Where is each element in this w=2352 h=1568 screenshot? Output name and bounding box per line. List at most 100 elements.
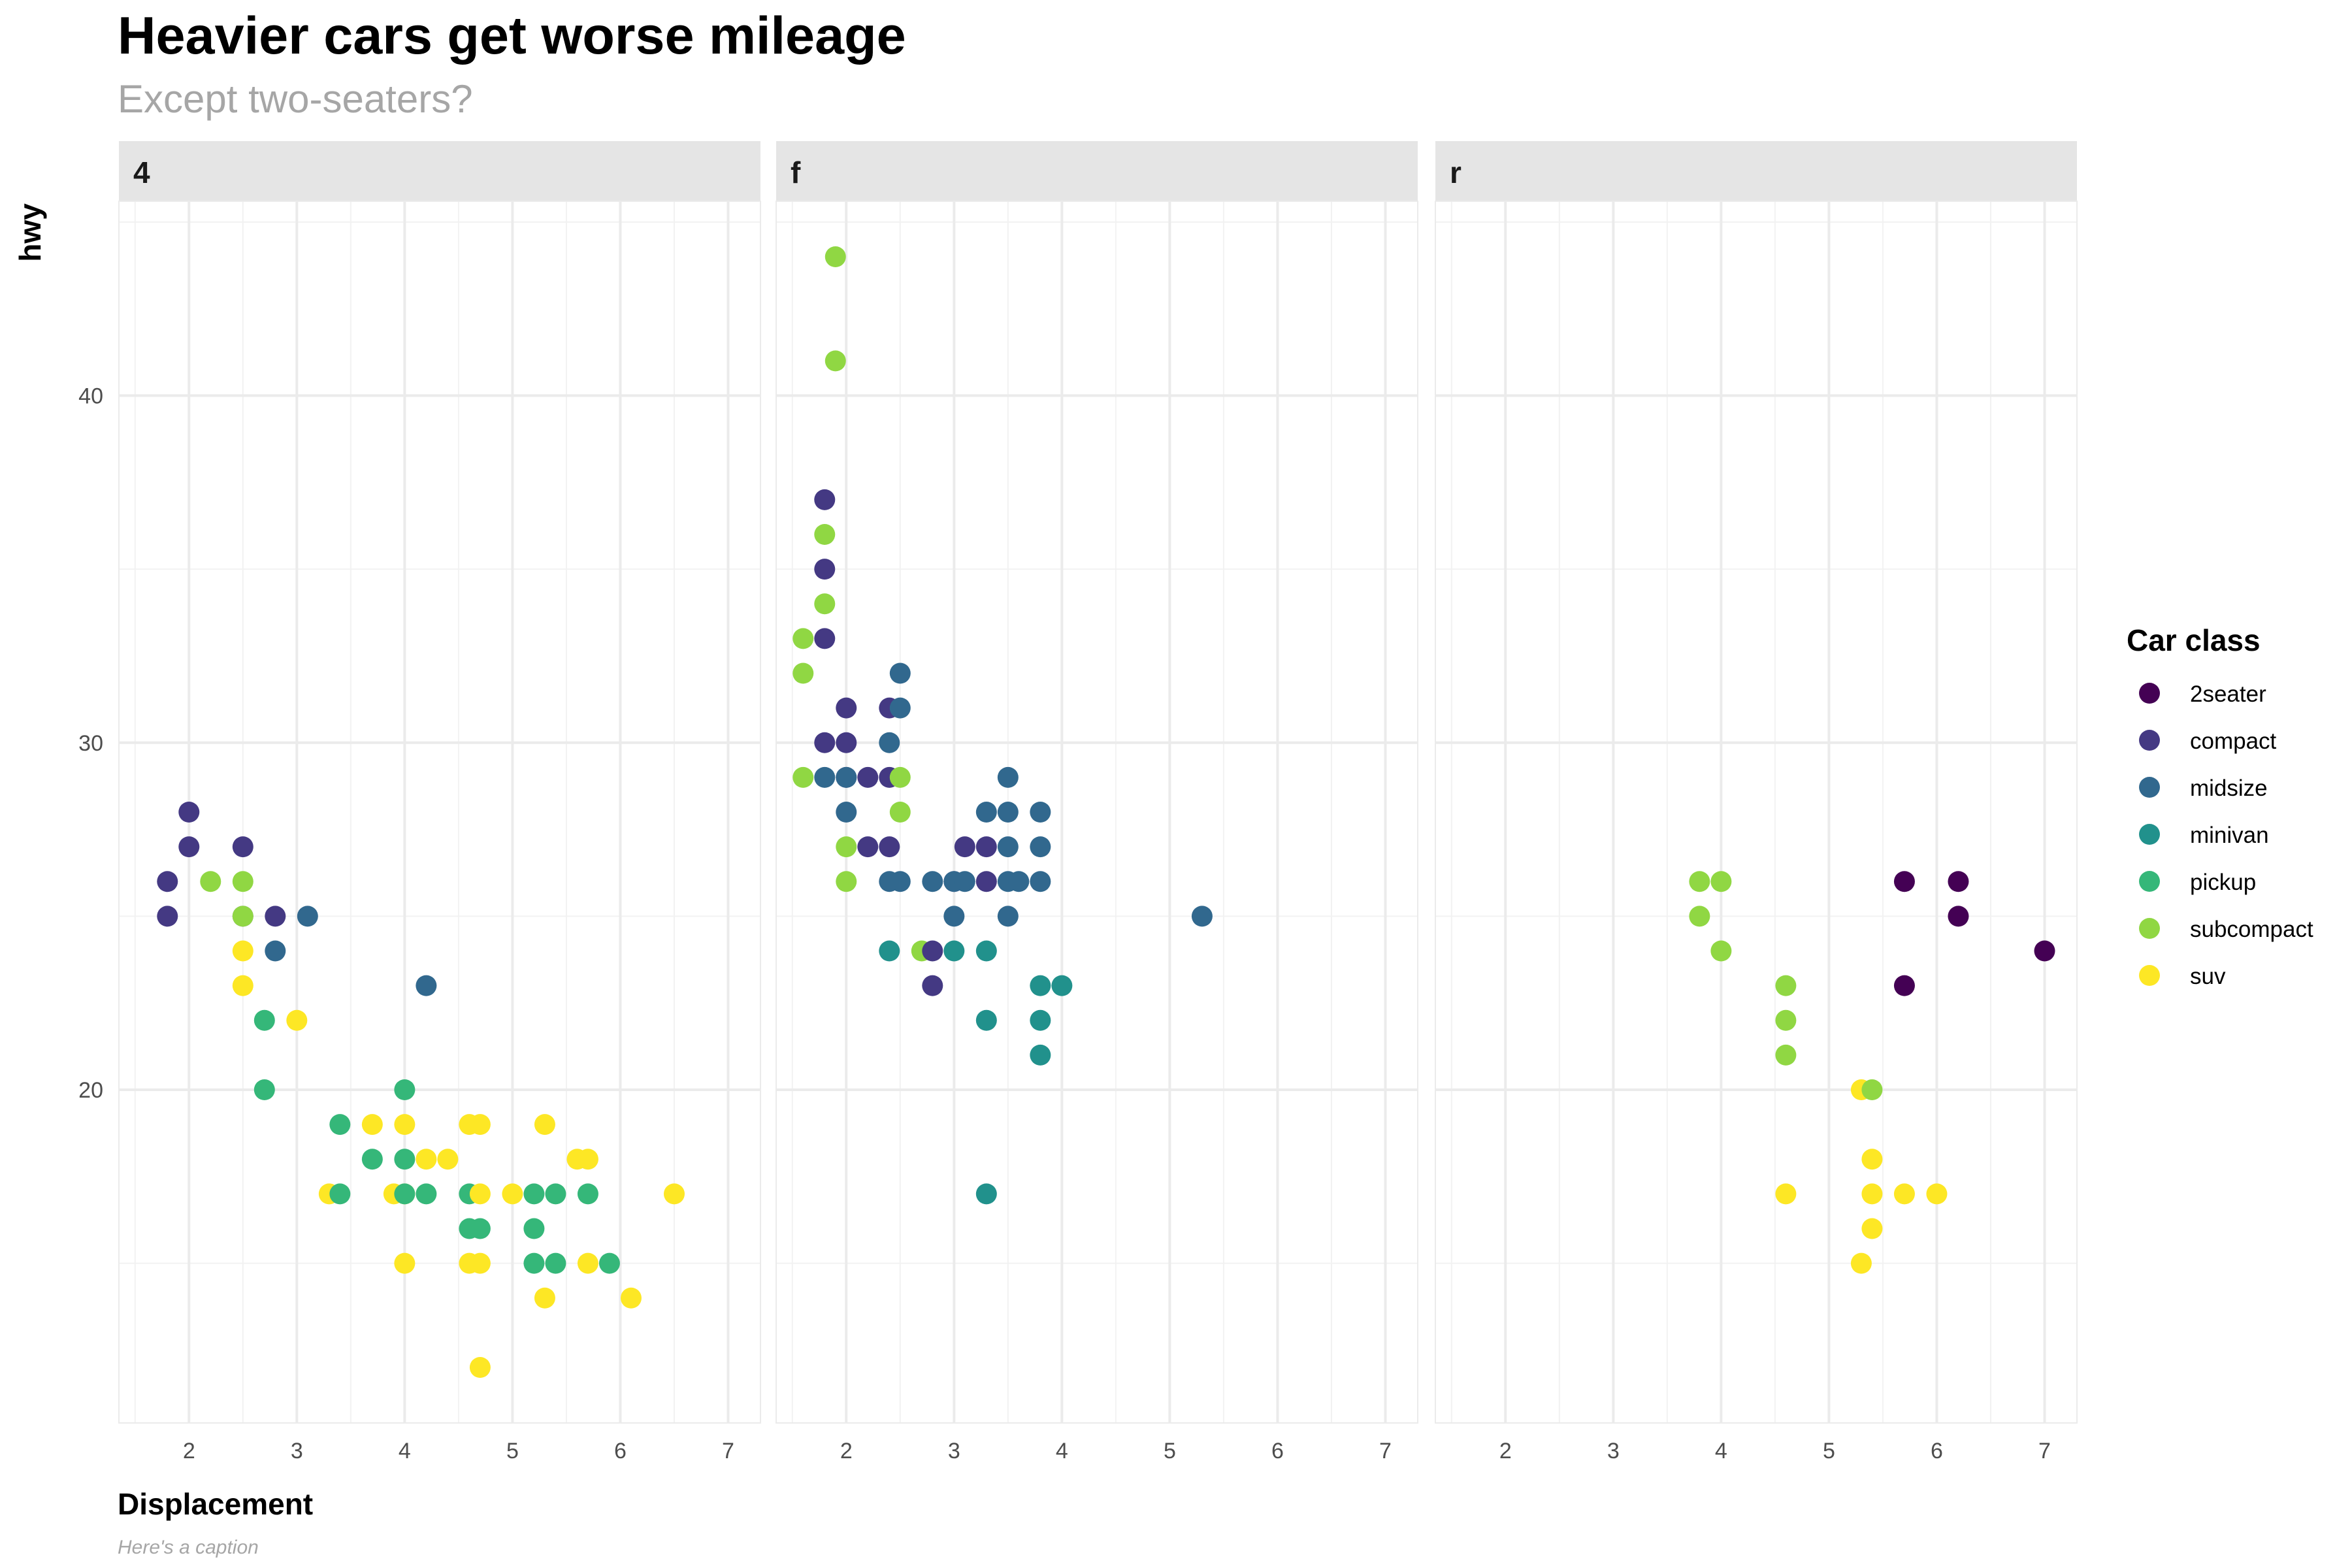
panel-border [118, 201, 761, 1424]
x-tick-label: 3 [948, 1439, 960, 1463]
data-point [792, 766, 814, 788]
data-point [792, 662, 814, 684]
legend-item: subcompact [2139, 917, 2313, 942]
data-point [1893, 871, 1915, 892]
legend-swatch [2139, 777, 2160, 798]
data-point [1710, 940, 1732, 962]
data-point [253, 1009, 275, 1031]
data-point [975, 940, 997, 962]
legend-swatch [2139, 730, 2160, 751]
data-point [997, 766, 1019, 788]
data-point [437, 1149, 459, 1170]
data-point [1710, 871, 1732, 892]
legend-label: subcompact [2190, 917, 2313, 942]
x-tick-label: 3 [1607, 1439, 1620, 1463]
data-point [997, 836, 1019, 858]
data-point [663, 1183, 685, 1205]
data-point [857, 836, 879, 858]
x-tick-label: 3 [291, 1439, 303, 1463]
data-point [1008, 871, 1030, 892]
data-point [232, 975, 253, 996]
x-tick-label: 6 [1931, 1439, 1943, 1463]
legend: Car class 2seater compact midsize minivan pi… [2127, 623, 2313, 989]
data-point [534, 1287, 555, 1309]
data-point [545, 1252, 566, 1274]
data-point [253, 1079, 275, 1100]
x-tick-label: 6 [614, 1439, 627, 1463]
data-point [598, 1252, 620, 1274]
data-point [975, 1183, 997, 1205]
legend-swatch [2139, 918, 2160, 939]
facet-strip [776, 141, 1418, 201]
x-tick-label: 6 [1271, 1439, 1284, 1463]
caption: Here's a caption [118, 1537, 259, 1558]
data-point [394, 1114, 416, 1135]
data-point [922, 940, 943, 962]
chart-subtitle: Except two-seaters? [118, 77, 473, 121]
facet-strip [1435, 141, 2077, 201]
data-point [620, 1287, 642, 1309]
data-point [814, 766, 836, 788]
legend-swatch [2139, 824, 2160, 845]
legend-item: compact [2139, 728, 2277, 754]
data-point [1861, 1218, 1883, 1239]
facet-strip-label: r [1450, 155, 1462, 189]
data-point [814, 559, 836, 580]
data-point [814, 524, 836, 545]
data-point [545, 1183, 566, 1205]
data-point [1191, 906, 1213, 927]
data-point [329, 1114, 351, 1135]
data-point [922, 871, 943, 892]
legend-swatch [2139, 871, 2160, 892]
data-point [889, 697, 911, 719]
legend-label: suv [2190, 964, 2226, 989]
panel-4: 4 2 3 4 5 6 7 20 30 40 [78, 141, 761, 1463]
data-point [975, 1009, 997, 1031]
x-tick-label: 5 [506, 1439, 519, 1463]
x-tick-label: 5 [1164, 1439, 1176, 1463]
legend-label: 2seater [2190, 681, 2266, 707]
data-point [416, 1183, 437, 1205]
data-point [814, 593, 836, 615]
data-point [943, 906, 965, 927]
data-point [286, 1009, 308, 1031]
data-point [889, 802, 911, 823]
panel-r: r 2 3 4 5 6 7 [1435, 141, 2078, 1463]
legend-label: minivan [2190, 823, 2269, 848]
data-point [394, 1149, 416, 1170]
legend-item: pickup [2139, 870, 2256, 895]
data-point [825, 246, 846, 267]
data-point [889, 662, 911, 684]
data-point [297, 906, 318, 927]
legend-swatch [2139, 683, 2160, 704]
data-point [469, 1114, 491, 1135]
legend-swatch [2139, 965, 2160, 986]
data-point [469, 1252, 491, 1274]
data-point [1893, 975, 1915, 996]
data-point [394, 1183, 416, 1205]
data-point [836, 766, 857, 788]
data-point [523, 1218, 545, 1239]
data-point [922, 975, 943, 996]
data-point [1030, 975, 1051, 996]
y-axis-title: hwy [13, 203, 47, 262]
data-point [1051, 975, 1073, 996]
data-point [1861, 1149, 1883, 1170]
data-point [577, 1252, 598, 1274]
data-point [975, 871, 997, 892]
data-point [1030, 1044, 1051, 1066]
x-axis-title: Displacement [118, 1487, 313, 1521]
data-point [825, 350, 846, 372]
data-point [889, 766, 911, 788]
data-point [157, 871, 178, 892]
data-point [577, 1149, 598, 1170]
data-point [975, 802, 997, 823]
data-point [469, 1218, 491, 1239]
data-point [857, 766, 879, 788]
panel-f: f 2 3 4 5 6 7 [776, 141, 1418, 1463]
data-point [836, 802, 857, 823]
x-tick-label: 5 [1823, 1439, 1835, 1463]
legend-label: compact [2190, 728, 2277, 754]
data-point [416, 1149, 437, 1170]
